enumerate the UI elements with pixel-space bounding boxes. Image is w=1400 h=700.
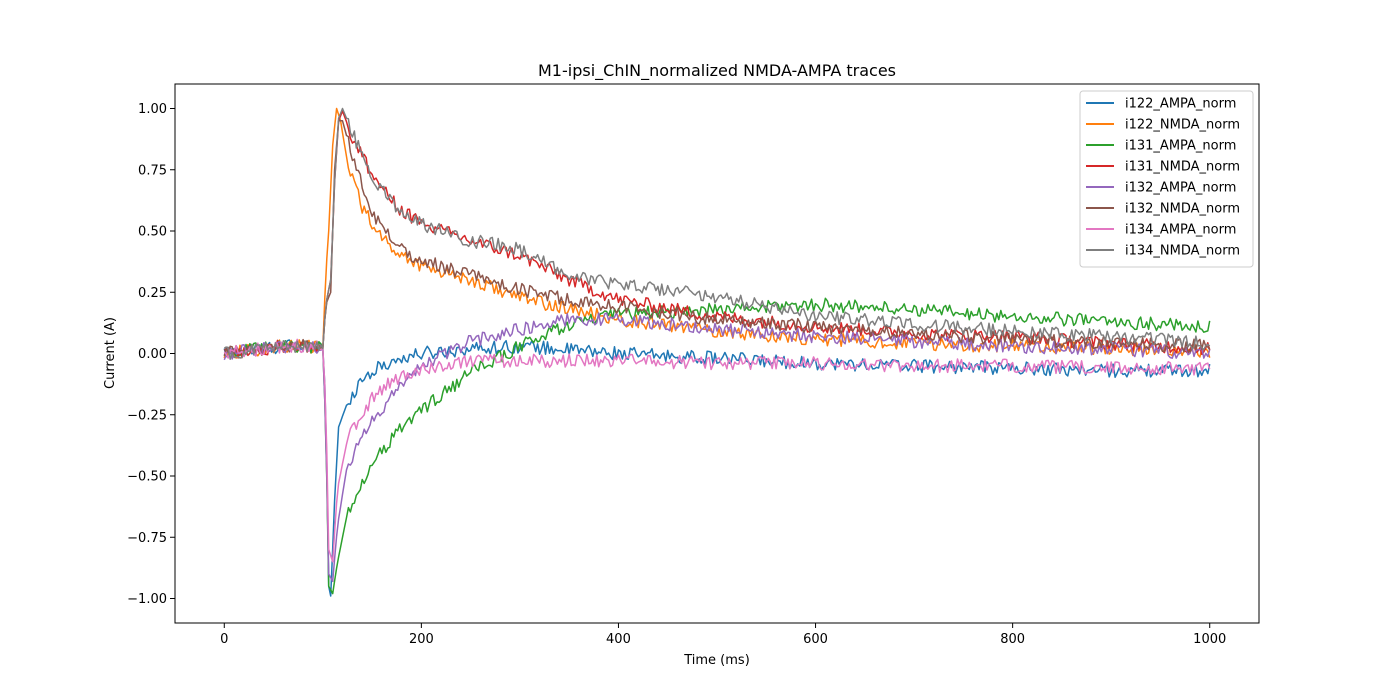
chart-title: M1-ipsi_ChIN_normalized NMDA-AMPA traces bbox=[538, 61, 896, 81]
y-tick-label: −0.25 bbox=[127, 408, 167, 423]
legend-label: i134_NMDA_norm bbox=[1125, 244, 1240, 259]
legend-label: i134_AMPA_norm bbox=[1125, 223, 1236, 238]
x-tick-label: 600 bbox=[803, 632, 828, 647]
legend-label: i122_AMPA_norm bbox=[1125, 97, 1236, 112]
y-tick-label: 0.00 bbox=[138, 347, 167, 362]
y-axis-label: Current (A) bbox=[103, 317, 118, 389]
legend-label: i131_NMDA_norm bbox=[1125, 160, 1240, 175]
series-line-i122_AMPA_norm bbox=[223, 339, 1211, 597]
x-tick-label: 400 bbox=[606, 632, 631, 647]
series-line-i134_NMDA_norm bbox=[223, 107, 1211, 360]
x-axis: 0 200 400 600 800 1000 bbox=[220, 623, 1226, 647]
y-tick-label: −0.50 bbox=[127, 470, 167, 485]
legend-label: i131_AMPA_norm bbox=[1125, 139, 1236, 154]
legend-box bbox=[1079, 90, 1254, 268]
legend-label: i132_AMPA_norm bbox=[1125, 181, 1236, 196]
legend-label: i122_NMDA_norm bbox=[1125, 118, 1240, 133]
y-tick-label: −1.00 bbox=[127, 592, 167, 607]
series-line-i132_NMDA_norm bbox=[223, 120, 1211, 357]
y-axis: 1.00 0.75 0.50 0.25 0.00 −0.25 −0.50 −0.75 −1.00 bbox=[127, 102, 175, 607]
legend: i122_AMPA_norm i122_NMDA_norm i131_AMPA_no… bbox=[1079, 90, 1254, 268]
x-tick-label: 800 bbox=[1000, 632, 1025, 647]
plot-area bbox=[223, 107, 1211, 597]
x-axis-label: Time (ms) bbox=[683, 653, 750, 668]
y-tick-label: 1.00 bbox=[138, 102, 167, 117]
series-line-i134_AMPA_norm bbox=[223, 338, 1211, 563]
y-tick-label: −0.75 bbox=[127, 531, 167, 546]
x-tick-label: 0 bbox=[220, 632, 228, 647]
x-tick-label: 200 bbox=[409, 632, 434, 647]
y-tick-label: 0.25 bbox=[138, 286, 167, 301]
x-tick-label: 1000 bbox=[1193, 632, 1226, 647]
legend-label: i132_NMDA_norm bbox=[1125, 202, 1240, 217]
y-tick-label: 0.50 bbox=[138, 225, 167, 240]
y-tick-label: 0.75 bbox=[138, 163, 167, 178]
series-line-i132_AMPA_norm bbox=[223, 311, 1211, 583]
